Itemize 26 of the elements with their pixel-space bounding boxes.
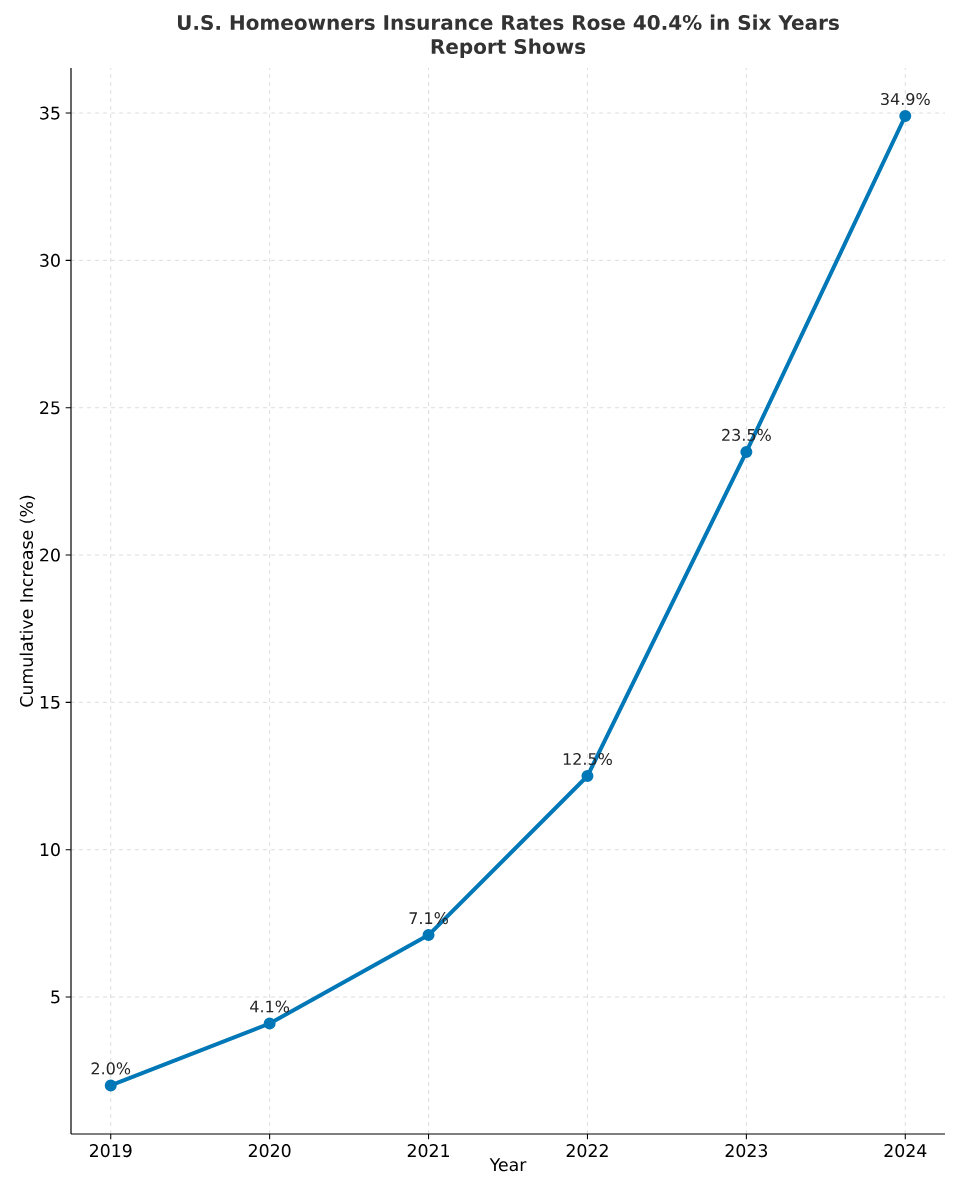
y-axis-title: Cumulative Increase (%)	[19, 495, 36, 707]
x-tick-label: 2021	[407, 1144, 449, 1158]
x-axis-title: Year	[489, 1158, 527, 1172]
y-tick-label: 25	[40, 401, 60, 415]
data-label: 2.0%	[91, 1062, 131, 1075]
x-tick-label: 2019	[89, 1144, 132, 1158]
y-tick-label: 20	[40, 548, 60, 562]
x-tick-label: 2022	[566, 1144, 608, 1158]
y-tick-label: 35	[40, 106, 60, 120]
point	[899, 110, 912, 123]
point	[104, 1079, 117, 1092]
x-tick-label: 2023	[725, 1144, 768, 1158]
y-tick-label: 15	[40, 695, 60, 709]
y-tick-label: 30	[40, 253, 60, 267]
x-tick-label: 2020	[248, 1144, 291, 1158]
data-label: 4.1%	[250, 1000, 290, 1013]
chart-subtitle: Report Shows	[431, 38, 586, 58]
y-tick-label: 5	[51, 990, 60, 1004]
point	[740, 445, 753, 458]
chart-title: U.S. Homeowners Insurance Rates Rose 40.4% in Six Years	[177, 14, 839, 31]
point	[581, 770, 594, 783]
data-label: 34.9%	[881, 92, 930, 106]
x-tick-label: 2024	[884, 1144, 927, 1158]
point	[422, 929, 435, 942]
y-tick-label: 10	[40, 843, 60, 857]
point	[263, 1017, 276, 1030]
